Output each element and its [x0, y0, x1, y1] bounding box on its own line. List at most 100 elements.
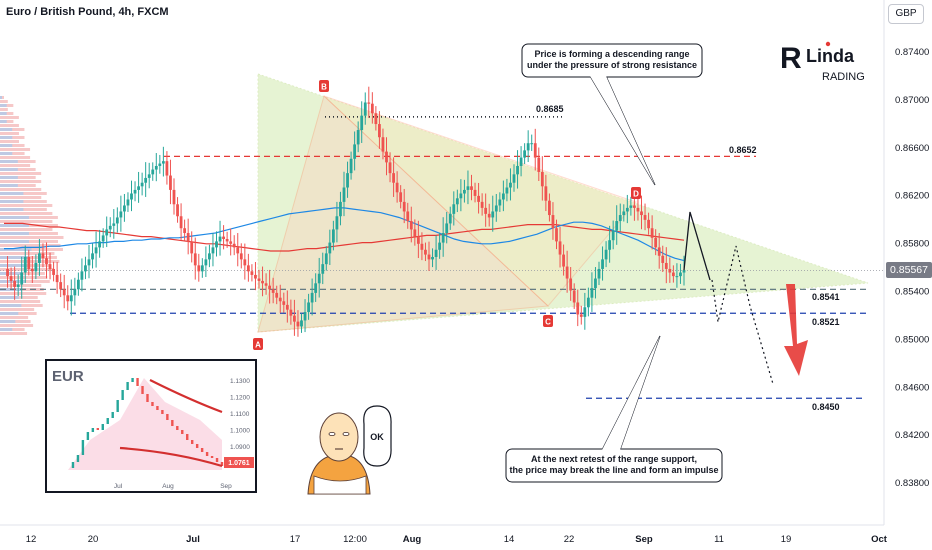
inset-x-tick: Sep	[220, 483, 232, 490]
candle-body	[438, 242, 442, 250]
candle-body	[200, 265, 204, 272]
inset-candle	[181, 430, 184, 434]
volume-profile-bar	[0, 308, 35, 311]
candle-body	[282, 301, 286, 305]
candle-body	[597, 268, 601, 279]
candle-body	[622, 211, 626, 216]
candle-body	[204, 259, 208, 266]
candle-body	[94, 247, 98, 254]
candle-body	[590, 288, 594, 298]
candle-body	[331, 229, 335, 243]
candle-body	[445, 223, 449, 234]
candle-body	[34, 262, 38, 272]
volume-profile-bar	[0, 264, 26, 267]
candle-body	[533, 143, 537, 158]
last-price-tag: 0.85567	[886, 262, 932, 278]
candle-body	[594, 278, 597, 289]
volume-profile-bar	[0, 232, 29, 235]
volume-profile-bar	[0, 332, 28, 335]
volume-profile-bar	[0, 196, 42, 199]
bottom-callout-text: At the next retest of the range support,	[531, 454, 697, 464]
candle-body	[76, 279, 80, 290]
x-tick-label: Sep	[635, 534, 653, 545]
volume-profile-bar	[0, 220, 53, 223]
triangle-pattern	[257, 73, 869, 333]
inset-candle	[156, 406, 159, 410]
volume-profile-bar	[0, 124, 19, 127]
candle-body	[144, 177, 148, 183]
candle-body	[424, 249, 427, 255]
speech-bubble-text: OK	[370, 432, 384, 442]
logo-dot	[825, 41, 831, 47]
candle-body	[112, 223, 116, 226]
candle-body	[501, 193, 505, 200]
volume-profile-bar	[0, 252, 55, 255]
candle-body	[537, 157, 541, 172]
y-tick-label: 0.84600	[895, 382, 929, 393]
inset-candle	[71, 462, 75, 468]
volume-profile-bar	[0, 212, 53, 215]
inset-candle	[91, 428, 95, 432]
x-tick-label: 14	[504, 534, 515, 545]
volume-profile-bar	[0, 116, 19, 119]
candle-body	[151, 169, 155, 175]
inset-candle	[151, 402, 154, 406]
candle-body	[505, 187, 509, 194]
logo-r-glyph: R	[780, 42, 802, 75]
price-levels: 0.8685 0.8652 0.8541 0.8521 0.8450	[0, 104, 884, 412]
inset-candle	[220, 462, 224, 466]
candle-body	[675, 276, 679, 278]
candle-body	[91, 253, 94, 260]
inset-candle	[171, 420, 174, 426]
volume-profile	[0, 96, 64, 335]
volume-profile-bar	[0, 128, 13, 131]
candle-body	[317, 273, 321, 284]
currency-button[interactable]: GBP	[888, 4, 924, 24]
candle-body	[402, 201, 406, 212]
candle-body	[161, 161, 165, 164]
candle-body	[98, 241, 102, 248]
x-tick-label: Oct	[871, 534, 888, 545]
volume-profile-bar	[0, 236, 64, 239]
candle-body	[459, 193, 463, 199]
volume-profile-bar	[0, 176, 18, 179]
candle-body	[661, 255, 665, 263]
candle-body	[671, 272, 675, 277]
candle-body	[360, 115, 364, 131]
volume-profile-bar	[0, 164, 31, 167]
candle-body	[615, 221, 619, 231]
candle-body	[487, 213, 491, 218]
volume-profile-bar	[0, 168, 18, 171]
candle-body	[378, 124, 381, 138]
volume-profile-bar	[0, 320, 16, 323]
character-head	[319, 412, 359, 462]
candle-body	[69, 295, 73, 302]
inset-candle	[200, 448, 204, 452]
candle-body	[629, 205, 633, 208]
volume-profile-bar	[0, 152, 13, 155]
candle-body	[586, 297, 590, 308]
candle-body	[565, 266, 569, 279]
candle-body	[45, 258, 48, 265]
candle-body	[289, 309, 293, 316]
x-tick-label: 17	[290, 534, 301, 545]
top-callout-text: under the pressure of strong resistance	[527, 60, 697, 70]
candle-body	[48, 264, 52, 269]
volume-profile-bar	[0, 316, 29, 319]
candle-body	[278, 297, 282, 302]
inset-candle	[186, 434, 189, 440]
y-tick-label: 0.85800	[895, 239, 929, 250]
character-eye	[328, 431, 336, 436]
candle-body	[303, 312, 307, 321]
level-label: 0.8652	[729, 145, 757, 155]
point-b-marker	[319, 80, 329, 92]
candle-body	[367, 102, 371, 104]
candle-body	[285, 304, 289, 310]
candle-body	[115, 217, 119, 224]
candle-body	[395, 182, 399, 193]
inset-candle	[111, 412, 114, 418]
bcd-triangle	[323, 95, 637, 307]
candle-body	[275, 292, 279, 298]
volume-profile-bar	[0, 144, 13, 147]
